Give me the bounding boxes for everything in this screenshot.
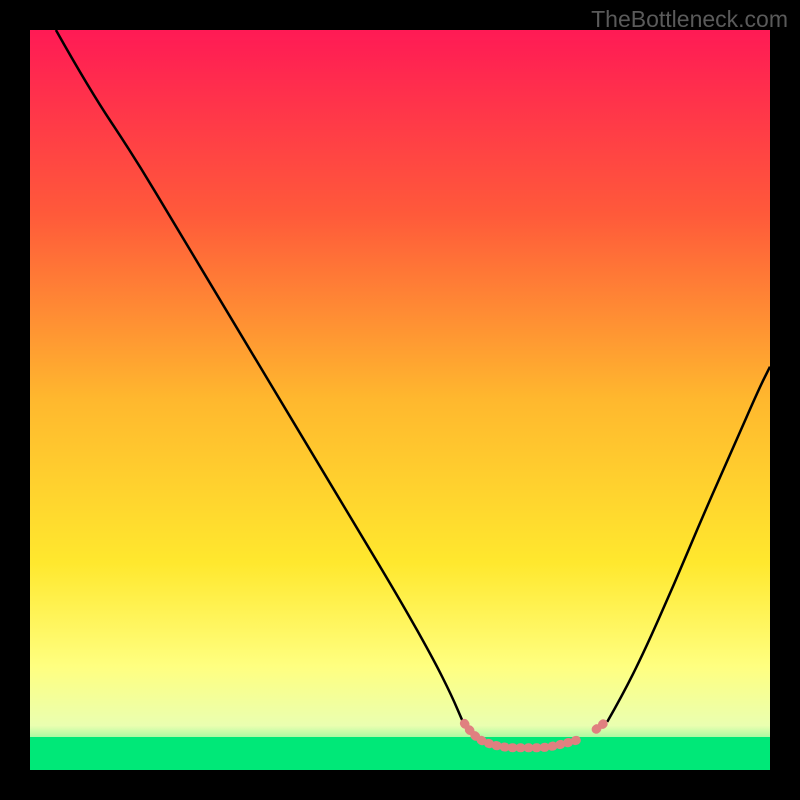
chart-area [30,30,770,770]
left-curve [56,30,463,722]
pink-bottom-right-dots [596,722,606,729]
pink-bottom-left-dots [464,723,581,747]
right-curve [607,367,770,722]
curves-layer [30,30,770,770]
watermark: TheBottleneck.com [591,6,788,33]
